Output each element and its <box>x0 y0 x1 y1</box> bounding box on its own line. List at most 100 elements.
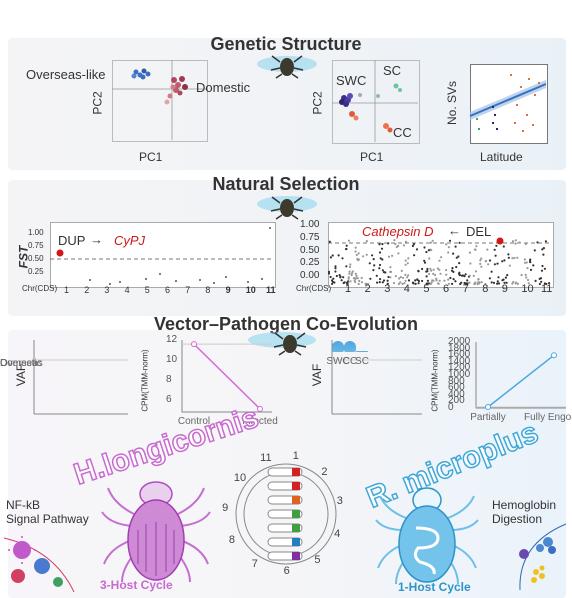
manhattan-point <box>541 264 544 268</box>
manhattan-point <box>414 279 417 282</box>
manhattan-point <box>382 271 386 274</box>
manhattan-point <box>439 272 442 275</box>
chromosome-number: 7 <box>251 557 258 570</box>
manhattan-point <box>514 239 517 242</box>
manhattan-point <box>536 241 539 244</box>
manhattan-point <box>350 272 353 275</box>
manhattan-point <box>533 249 536 252</box>
manhattan-point <box>367 282 370 285</box>
manhattan-point <box>381 269 384 272</box>
manhattan-point <box>411 244 414 248</box>
manhattan-point <box>508 264 511 267</box>
manhattan-point <box>497 276 500 279</box>
manhattan-point <box>427 249 430 252</box>
manhattan-point <box>435 277 438 280</box>
manhattan-point <box>428 272 431 276</box>
manhattan-point <box>496 262 499 265</box>
manhattan-point <box>540 269 544 272</box>
chromosome-marker <box>292 538 300 546</box>
chromosome-number: 9 <box>222 502 229 515</box>
cpm-ytick: 0 <box>448 402 454 413</box>
manhattan-point <box>445 273 448 276</box>
manhattan-point <box>415 248 419 251</box>
manhattan-point <box>345 247 348 251</box>
chromosome-number: 1 <box>292 450 299 463</box>
cpm-ytick: 800 <box>448 375 465 387</box>
manhattan-point <box>480 265 483 268</box>
manhattan-point <box>506 274 509 277</box>
manhattan-point <box>493 248 496 251</box>
vaf-xlabel: SWC <box>326 356 350 367</box>
vaf1-axes <box>33 340 128 415</box>
cpm-ytick: 1400 <box>448 355 471 367</box>
chromosome-marker <box>292 496 300 504</box>
fst-left-xtick: 9 <box>225 285 231 295</box>
vaf2-axes <box>331 340 422 415</box>
manhattan-point <box>507 253 510 256</box>
manhattan-point <box>540 280 543 283</box>
blood-cell-icon <box>519 523 567 591</box>
sv-points <box>469 74 547 132</box>
manhattan-point <box>331 280 335 283</box>
chromosome-marker <box>292 524 300 532</box>
fst-right-xtick: 2 <box>364 283 371 295</box>
manhattan-point <box>379 278 382 281</box>
manhattan-point <box>338 274 341 277</box>
manhattan-point <box>375 274 378 277</box>
manhattan-point <box>350 274 353 277</box>
manhattan-point <box>488 277 491 280</box>
pca2-label-cc: CC <box>393 125 412 140</box>
fst-right-xtick: 8 <box>482 283 489 295</box>
manhattan-point <box>494 254 497 257</box>
manhattan-point <box>428 257 431 260</box>
manhattan-point <box>358 279 361 283</box>
manhattan-point <box>399 281 402 284</box>
manhattan-point <box>362 255 365 258</box>
manhattan-point <box>505 281 508 284</box>
manhattan-point <box>331 254 334 257</box>
manhattan-point <box>454 280 457 283</box>
vaf-xlabel: SC <box>355 356 369 367</box>
manhattan-point <box>438 268 441 271</box>
manhattan-point <box>440 256 443 259</box>
vaf-bar <box>0 350 24 354</box>
manhattan-point <box>488 259 492 262</box>
manhattan-point <box>334 270 337 273</box>
manhattan-point <box>393 239 396 242</box>
manhattan-point <box>529 258 532 261</box>
chromosome-number: 3 <box>336 495 343 508</box>
manhattan-point <box>542 247 545 250</box>
manhattan-point <box>351 270 354 273</box>
manhattan-point <box>518 241 521 244</box>
manhattan-point <box>402 244 406 247</box>
manhattan-point <box>458 241 461 244</box>
manhattan-point <box>516 256 519 259</box>
manhattan-point <box>526 267 529 270</box>
manhattan-point <box>459 282 462 286</box>
manhattan-point <box>392 281 396 285</box>
manhattan-point <box>445 269 448 272</box>
manhattan-point <box>438 279 441 282</box>
manhattan-point <box>334 267 337 270</box>
fst-right-xtick: 6 <box>443 283 450 295</box>
manhattan-point <box>452 252 455 255</box>
manhattan-point <box>386 279 389 282</box>
manhattan-point <box>380 247 384 250</box>
fst-left-xaxis-label: Chr(CDS) <box>22 284 58 293</box>
manhattan-point <box>437 282 440 285</box>
manhattan-point <box>429 282 432 286</box>
pca2-points <box>332 60 418 142</box>
manhattan-point <box>360 281 364 284</box>
manhattan-point <box>354 272 357 275</box>
manhattan-point <box>474 270 478 273</box>
manhattan-point <box>432 272 435 275</box>
chromosome-marker <box>292 510 300 518</box>
manhattan-point <box>414 282 417 285</box>
fst-right-xtick: 3 <box>384 283 391 295</box>
manhattan-point <box>349 263 352 266</box>
manhattan-point <box>416 278 419 281</box>
cpm-point <box>551 352 557 359</box>
pca1-plot <box>112 60 208 142</box>
fst-right-xtick: 10 <box>521 283 534 295</box>
manhattan-point <box>345 265 348 268</box>
